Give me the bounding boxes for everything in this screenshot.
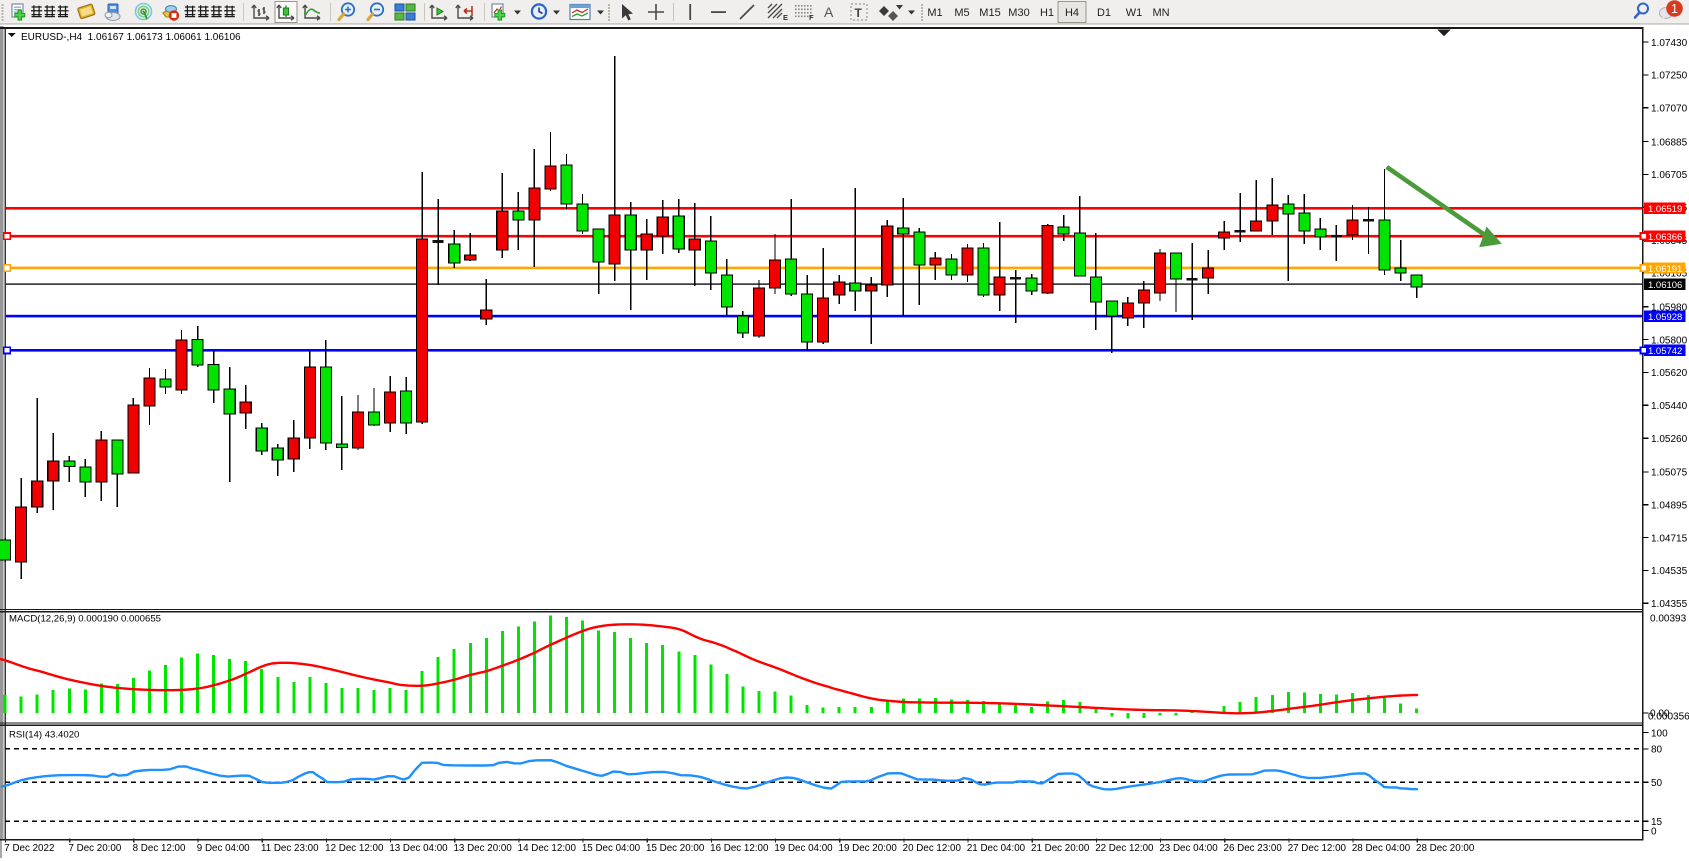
svg-text:H4: H4 [1065,7,1079,19]
svg-text:21 Dec 04:00: 21 Dec 04:00 [967,843,1026,854]
svg-text:15 Dec 20:00: 15 Dec 20:00 [646,843,705,854]
svg-text:16 Dec 12:00: 16 Dec 12:00 [710,843,769,854]
svg-text:1.06519: 1.06519 [1648,204,1682,215]
svg-text:1.07430: 1.07430 [1651,38,1688,49]
svg-text:1.05742: 1.05742 [1648,346,1682,357]
svg-text:MACD(12,26,9) 0.000190 0.00065: MACD(12,26,9) 0.000190 0.000655 [9,614,161,625]
svg-text:T: T [855,6,863,20]
svg-text:RSI(14) 43.4020: RSI(14) 43.4020 [9,730,79,741]
svg-text:12 Dec 12:00: 12 Dec 12:00 [325,843,384,854]
svg-text:EURUSD-,H4 1.06167 1.06173 1.: EURUSD-,H4 1.06167 1.06173 1.06061 1.061… [21,32,241,43]
svg-text:1.05260: 1.05260 [1651,434,1688,445]
svg-text:8 Dec 12:00: 8 Dec 12:00 [133,843,186,854]
svg-text:1.06106: 1.06106 [1648,280,1682,291]
svg-text:27 Dec 12:00: 27 Dec 12:00 [1288,843,1347,854]
svg-text:1.05800: 1.05800 [1651,335,1688,346]
svg-text:0.000356: 0.000356 [1648,712,1689,723]
svg-text:0: 0 [1651,826,1657,837]
svg-text:1.05620: 1.05620 [1651,368,1688,379]
svg-text:50: 50 [1651,778,1663,789]
svg-text:7 Dec 20:00: 7 Dec 20:00 [68,843,121,854]
svg-text:M1: M1 [927,7,942,19]
svg-text:28 Dec 04:00: 28 Dec 04:00 [1352,843,1411,854]
svg-text:1.07250: 1.07250 [1651,71,1688,82]
svg-text:26 Dec 23:00: 26 Dec 23:00 [1224,843,1283,854]
svg-text:1.04355: 1.04355 [1651,599,1688,610]
svg-text:1.04895: 1.04895 [1651,501,1688,512]
svg-text:19 Dec 04:00: 19 Dec 04:00 [774,843,833,854]
svg-text:14 Dec 12:00: 14 Dec 12:00 [518,843,577,854]
svg-text:1.04715: 1.04715 [1651,533,1688,544]
svg-text:9 Dec 04:00: 9 Dec 04:00 [197,843,250,854]
svg-text:MN: MN [1152,7,1169,19]
svg-text:20 Dec 12:00: 20 Dec 12:00 [903,843,962,854]
svg-text:19 Dec 20:00: 19 Dec 20:00 [839,843,898,854]
svg-text:D1: D1 [1097,7,1111,19]
svg-text:15 Dec 04:00: 15 Dec 04:00 [582,843,641,854]
svg-text:1.05075: 1.05075 [1651,468,1688,479]
svg-text:13 Dec 20:00: 13 Dec 20:00 [453,843,512,854]
svg-text:1.06366: 1.06366 [1648,232,1682,243]
svg-text:1.06191: 1.06191 [1648,264,1682,275]
svg-text:1.05440: 1.05440 [1651,401,1688,412]
svg-text:M15: M15 [979,7,1000,19]
svg-text:23 Dec 04:00: 23 Dec 04:00 [1159,843,1218,854]
svg-text:80: 80 [1651,745,1663,756]
svg-text:1.05980: 1.05980 [1651,303,1688,314]
svg-text:1.05928: 1.05928 [1648,312,1682,323]
svg-text:7 Dec 2022: 7 Dec 2022 [4,843,54,854]
svg-text:H1: H1 [1040,7,1054,19]
svg-text:15: 15 [1651,817,1663,828]
svg-text:1: 1 [1671,2,1678,16]
svg-text:1.06885: 1.06885 [1651,137,1688,148]
svg-text:M5: M5 [954,7,969,19]
svg-text:21 Dec 20:00: 21 Dec 20:00 [1031,843,1090,854]
svg-text:1.06705: 1.06705 [1651,170,1688,181]
svg-text:W1: W1 [1126,7,1143,19]
svg-text:22 Dec 12:00: 22 Dec 12:00 [1095,843,1154,854]
svg-text:1.07070: 1.07070 [1651,104,1688,115]
svg-text:M30: M30 [1008,7,1029,19]
svg-text:F: F [809,13,814,22]
svg-text:0.00393: 0.00393 [1650,613,1687,624]
svg-text:0.00: 0.00 [1650,709,1670,720]
svg-text:1.04535: 1.04535 [1651,566,1688,577]
svg-text:1.06165: 1.06165 [1651,269,1688,280]
svg-text:100: 100 [1651,728,1668,739]
svg-text:A: A [824,4,834,20]
svg-text:11 Dec 23:00: 11 Dec 23:00 [261,843,319,854]
svg-text:13 Dec 04:00: 13 Dec 04:00 [389,843,448,854]
svg-text:E: E [783,13,788,22]
svg-text:28 Dec 20:00: 28 Dec 20:00 [1416,843,1475,854]
